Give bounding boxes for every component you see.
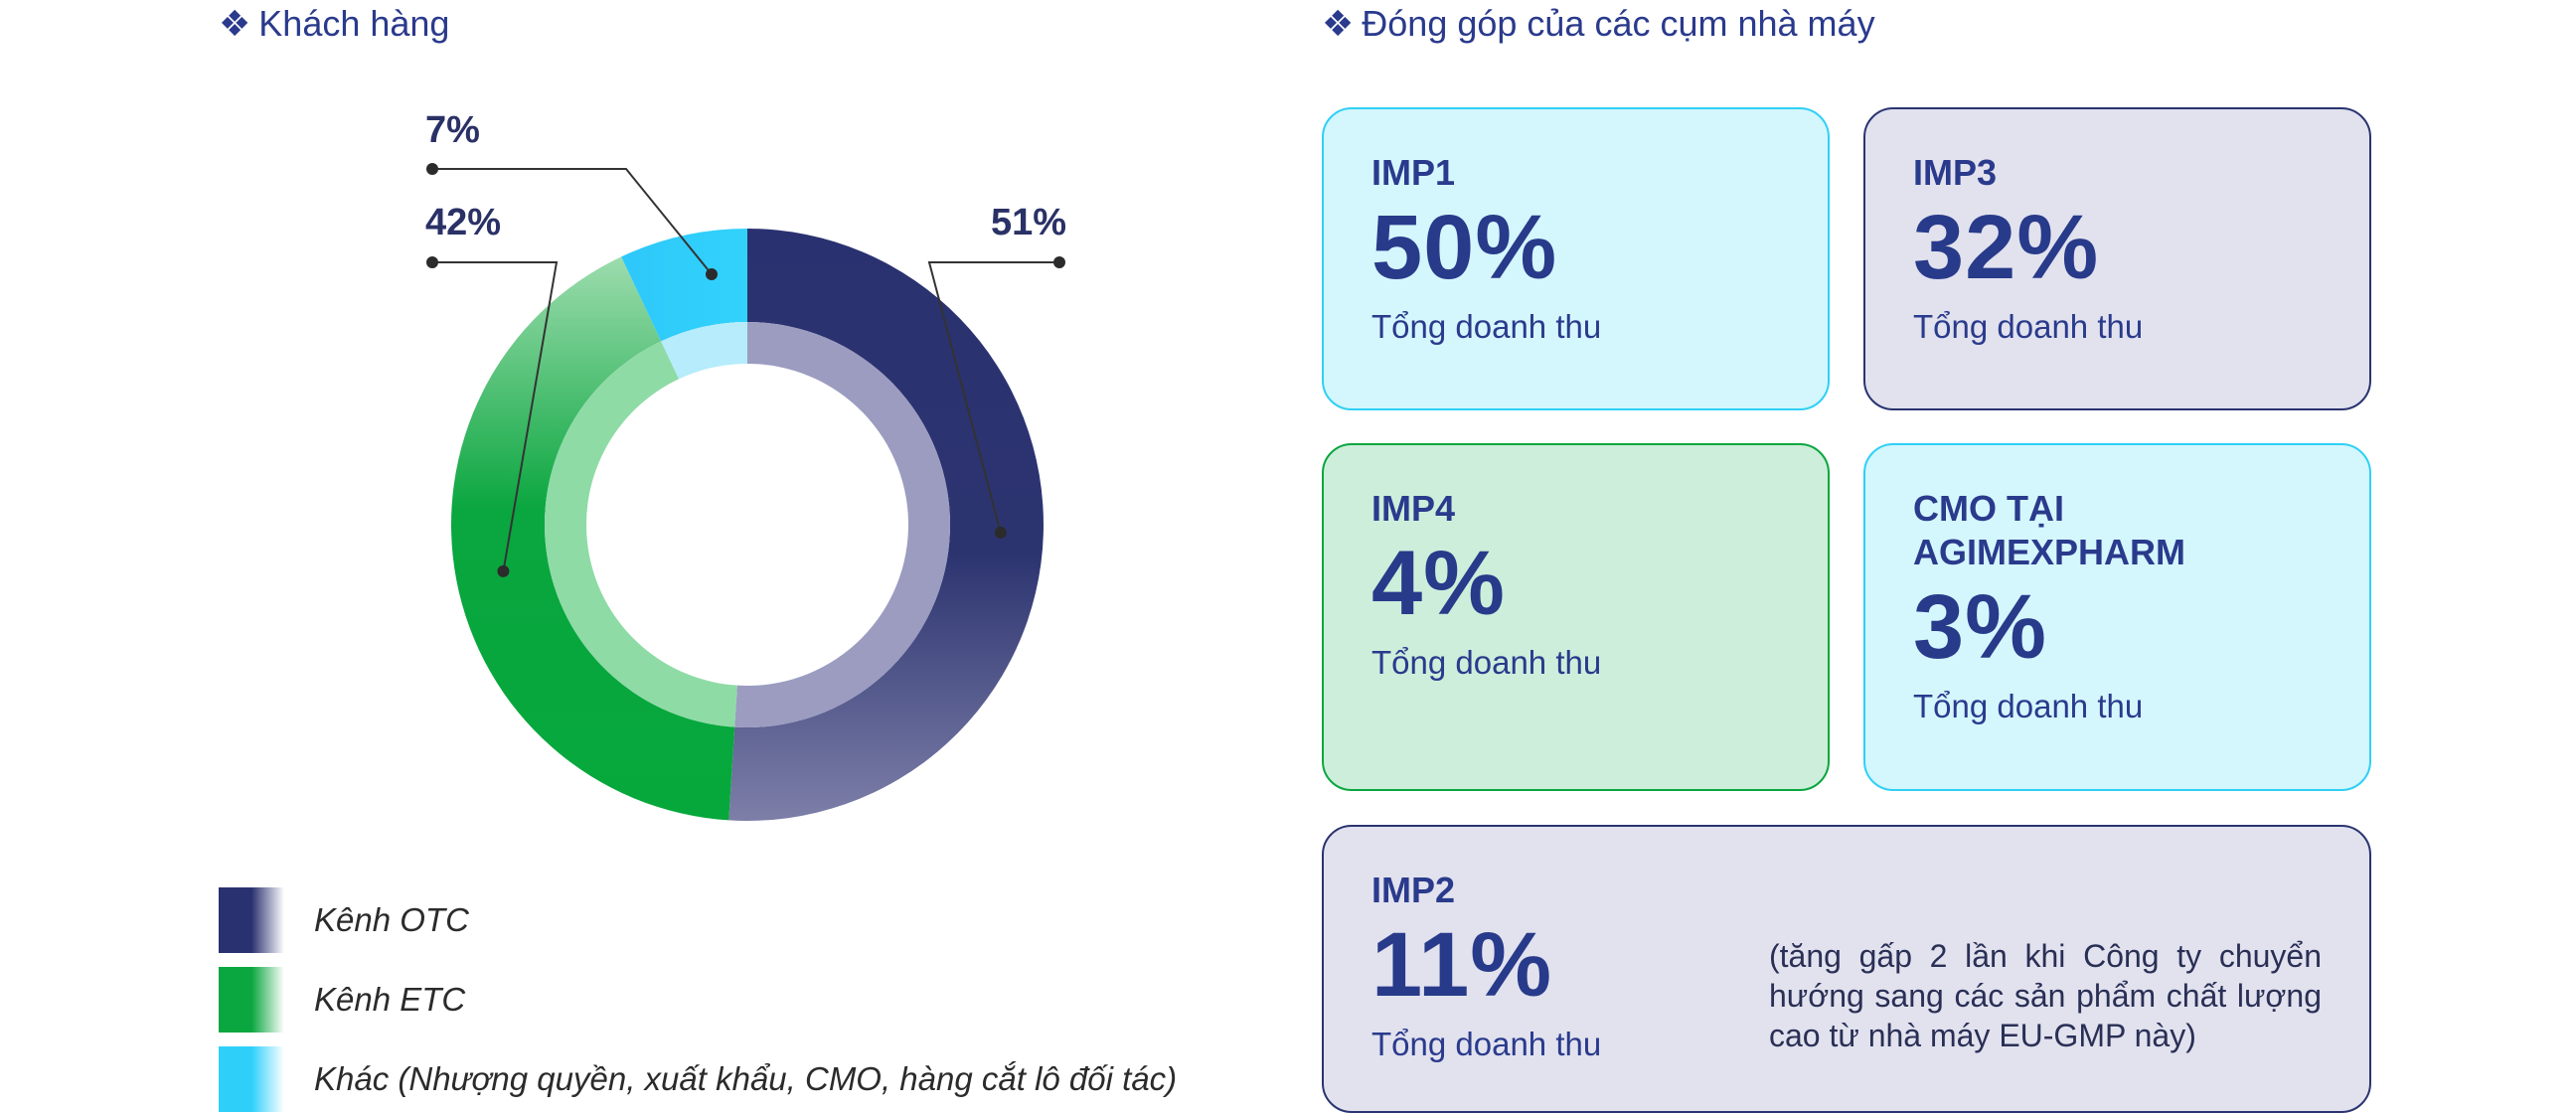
card-cmo-title-line2: AGIMEXPHARM (1913, 532, 2186, 572)
diamond-bullet-icon: ❖ (219, 4, 251, 45)
legend-label-etc: Kênh ETC (314, 981, 466, 1018)
donut-inner-slice-otc (734, 322, 950, 727)
card-imp1-subtitle: Tổng doanh thu (1371, 308, 1602, 345)
card-cmo-title-line1: CMO TẠI (1913, 488, 2064, 529)
card-cmo-value: 3% (1913, 576, 2047, 678)
leader-line-otc (927, 261, 1059, 534)
leader-dot-etc-start (497, 564, 510, 577)
legend-swatch-other (219, 1046, 284, 1112)
data-label-etc: 42% (425, 202, 501, 243)
card-imp3: IMP3 32% Tổng doanh thu (1863, 107, 2371, 410)
leader-line-etc (432, 261, 559, 572)
card-cmo: CMO TẠI AGIMEXPHARM 3% Tổng doanh thu (1863, 443, 2371, 791)
legend-item-otc: Kênh OTC (219, 887, 469, 953)
donut-slice-otc (728, 229, 1045, 821)
card-imp4: IMP4 4% Tổng doanh thu (1322, 443, 1830, 791)
diamond-bullet-icon: ❖ (1322, 4, 1355, 45)
card-imp2: IMP2 11% Tổng doanh thu (tăng gấp 2 lần … (1322, 825, 2371, 1113)
factory-contribution-title: ❖ Đóng góp của các cụm nhà máy (1322, 3, 1875, 45)
legend-label-otc: Kênh OTC (314, 901, 469, 938)
legend-swatch-etc (219, 967, 284, 1033)
legend-swatch-otc (219, 887, 284, 953)
leader-dot-otc-start (994, 527, 1007, 540)
donut-slice-etc (451, 256, 735, 821)
leader-dot-otc-end (1053, 256, 1065, 268)
card-imp1-value: 50% (1371, 197, 1558, 298)
legend-label-other: Khác (Nhượng quyền, xuất khẩu, CMO, hàng… (314, 1060, 1178, 1097)
card-imp4-value: 4% (1371, 533, 1506, 634)
leader-dot-etc-end (426, 256, 438, 268)
data-label-otc: 51% (991, 202, 1066, 243)
card-imp1-title: IMP1 (1371, 152, 1456, 193)
card-imp2-title: IMP2 (1371, 870, 1456, 910)
card-imp4-subtitle: Tổng doanh thu (1371, 644, 1602, 681)
customers-section-title: ❖ Khách hàng (219, 3, 450, 45)
data-label-other: 7% (425, 109, 480, 151)
legend-item-etc: Kênh ETC (219, 967, 465, 1033)
card-imp2-note: (tăng gấp 2 lần khi Công ty chuyển hướng… (1769, 938, 2322, 1053)
card-imp3-title: IMP3 (1913, 152, 1998, 193)
card-imp3-subtitle: Tổng doanh thu (1913, 308, 2144, 345)
card-imp2-subtitle: Tổng doanh thu (1371, 1026, 1602, 1062)
card-imp3-value: 32% (1913, 197, 2100, 298)
card-imp2-value: 11% (1371, 914, 1553, 1016)
legend-item-other: Khác (Nhượng quyền, xuất khẩu, CMO, hàng… (219, 1046, 1177, 1112)
leader-line-other (432, 168, 713, 275)
card-imp4-title: IMP4 (1371, 488, 1456, 529)
card-cmo-subtitle: Tổng doanh thu (1913, 688, 2144, 724)
card-imp1: IMP1 50% Tổng doanh thu (1322, 107, 1830, 410)
leader-dot-other-end (426, 163, 438, 175)
donut-inner-slice-other (661, 322, 747, 380)
donut-slice-other (621, 229, 747, 342)
donut-inner-slice-etc (545, 341, 737, 727)
leader-dot-other-start (706, 268, 718, 280)
